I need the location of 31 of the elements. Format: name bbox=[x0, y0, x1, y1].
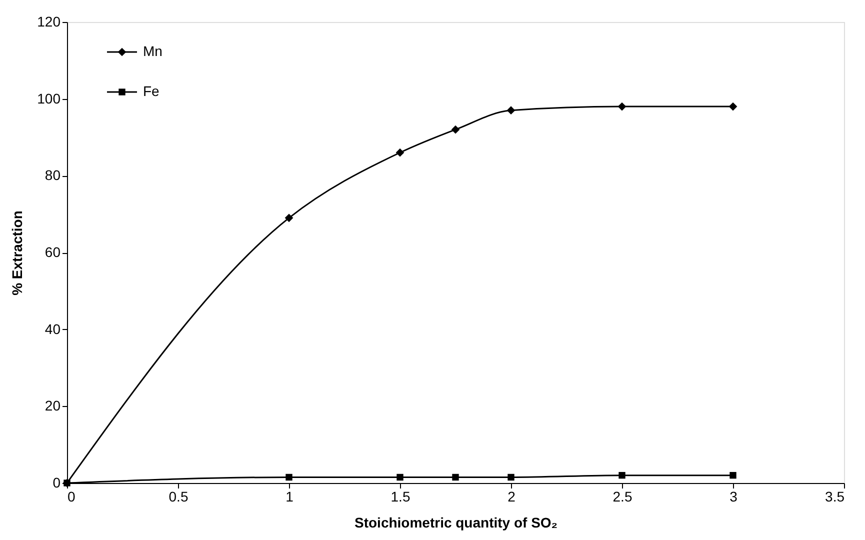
y-tick-label: 0 bbox=[52, 474, 61, 490]
x-axis-title: Stoichiometric quantity of SO₂ bbox=[354, 514, 558, 530]
point bbox=[451, 125, 460, 134]
x-tick-label: 0.5 bbox=[168, 488, 188, 504]
y-tick-label: 120 bbox=[37, 14, 61, 30]
point bbox=[396, 474, 404, 481]
x-tick-label: 1 bbox=[286, 488, 294, 504]
legend-label: Fe bbox=[143, 83, 160, 99]
point bbox=[506, 106, 516, 115]
legend-label: Mn bbox=[143, 43, 162, 59]
y-tick-label: 40 bbox=[44, 320, 61, 337]
x-tick-label: 2 bbox=[508, 488, 516, 504]
x-tick-label: 2.5 bbox=[612, 488, 632, 504]
y-tick-label: 20 bbox=[44, 398, 61, 414]
y-tick-label: 60 bbox=[44, 244, 61, 260]
point bbox=[452, 474, 459, 481]
y-tick-label: 100 bbox=[37, 90, 61, 106]
point bbox=[618, 102, 626, 111]
x-tick-label: 3.5 bbox=[825, 488, 845, 504]
point bbox=[284, 214, 294, 222]
point bbox=[396, 148, 404, 157]
x-tick-label: 0 bbox=[68, 488, 76, 504]
point bbox=[286, 474, 292, 481]
point bbox=[730, 472, 736, 479]
x-tick-label: 3 bbox=[730, 488, 738, 504]
y-tick-label: 80 bbox=[44, 167, 61, 184]
point bbox=[728, 102, 738, 111]
y-axis-title: % Extraction bbox=[9, 210, 26, 296]
x-tick-label: 1.5 bbox=[390, 488, 410, 504]
point bbox=[508, 474, 514, 481]
point bbox=[618, 472, 626, 479]
